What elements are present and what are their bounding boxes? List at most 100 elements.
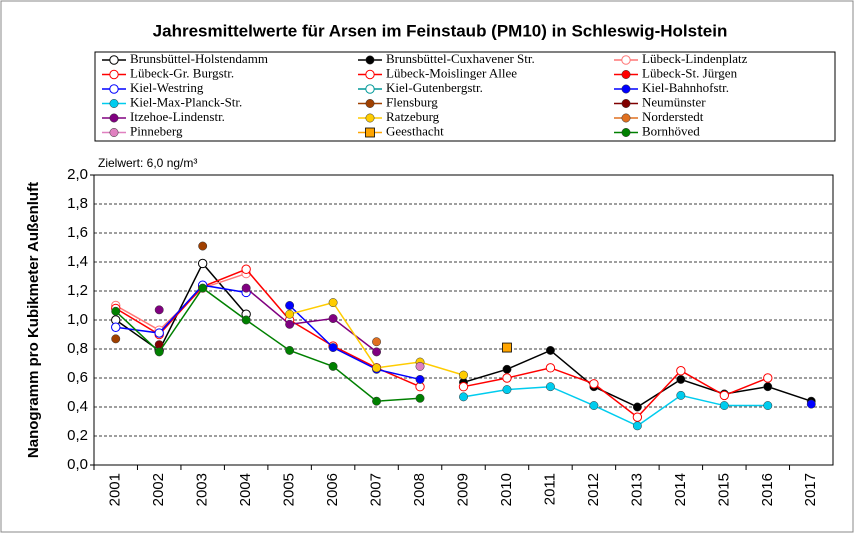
legend-label: Lübeck-Moislinger Allee xyxy=(386,65,517,80)
x-tick-label: 2010 xyxy=(498,473,515,506)
x-tick-label: 2001 xyxy=(107,473,124,506)
legend-label: Itzehoe-Lindenstr. xyxy=(130,109,225,124)
marker xyxy=(109,69,119,80)
marker xyxy=(502,364,512,374)
marker xyxy=(365,84,375,94)
x-tick-label: 2017 xyxy=(802,473,819,506)
marker xyxy=(285,319,295,329)
marker xyxy=(328,314,338,323)
marker xyxy=(589,379,599,389)
marker xyxy=(109,84,119,94)
x-tick-label: 2012 xyxy=(585,473,602,506)
marker xyxy=(415,375,425,384)
marker xyxy=(111,322,121,332)
marker xyxy=(719,401,729,410)
x-tick-label: 2007 xyxy=(368,473,385,506)
marker xyxy=(719,390,730,401)
x-tick-label: 2015 xyxy=(715,473,732,506)
marker xyxy=(241,315,251,325)
x-tick-label: 2004 xyxy=(237,473,254,506)
marker xyxy=(285,301,295,310)
marker xyxy=(589,401,599,410)
marker xyxy=(365,113,375,123)
series-line xyxy=(115,287,421,402)
marker xyxy=(198,241,208,251)
legend-label: Lübeck-Gr. Burgstr. xyxy=(130,65,234,80)
marker xyxy=(676,375,686,384)
legend-label: Brunsbüttel-Holstendamm xyxy=(130,51,268,66)
marker xyxy=(241,283,251,293)
marker xyxy=(111,306,121,316)
marker xyxy=(197,258,208,269)
series-line xyxy=(115,284,247,334)
y-tick-label: 1,2 xyxy=(67,282,88,299)
marker xyxy=(154,305,164,315)
marker xyxy=(632,421,642,431)
x-tick-label: 2005 xyxy=(281,473,298,506)
y-axis-label: Nanogramm pro Kubikmeter Außenluft xyxy=(25,182,42,458)
y-tick-label: 0,2 xyxy=(67,427,88,444)
marker xyxy=(415,361,425,371)
marker xyxy=(676,366,686,376)
marker xyxy=(285,309,295,319)
legend-label: Geesthacht xyxy=(386,123,444,138)
series-line xyxy=(463,385,768,427)
marker xyxy=(328,298,338,308)
y-tick-label: 0,0 xyxy=(67,456,88,473)
marker xyxy=(459,392,468,402)
legend-label: Kiel-Gutenbergstr. xyxy=(386,80,483,95)
marker xyxy=(621,55,631,65)
y-tick-label: 1,0 xyxy=(67,311,88,328)
marker xyxy=(763,401,773,410)
legend-label: Kiel-Max-Planck-Str. xyxy=(130,94,242,109)
marker xyxy=(154,328,164,338)
marker xyxy=(676,390,686,400)
marker xyxy=(763,382,773,392)
marker xyxy=(502,373,512,383)
x-tick-label: 2013 xyxy=(628,473,645,506)
marker xyxy=(632,402,642,412)
marker xyxy=(763,373,773,383)
marker xyxy=(806,399,816,409)
annotation: Zielwert: 6,0 ng/m³ xyxy=(98,156,197,170)
marker xyxy=(109,99,119,108)
marker xyxy=(415,393,425,403)
marker xyxy=(111,334,121,344)
x-tick-label: 2003 xyxy=(194,473,211,506)
legend-label: Brunsbüttel-Cuxhavener Str. xyxy=(386,51,535,66)
marker xyxy=(621,113,631,123)
marker xyxy=(372,347,382,357)
y-tick-label: 0,6 xyxy=(67,369,88,386)
marker xyxy=(365,55,375,65)
marker xyxy=(502,385,512,395)
marker xyxy=(109,128,119,137)
marker xyxy=(154,347,164,357)
marker xyxy=(109,55,119,65)
x-tick-label: 2016 xyxy=(759,473,776,506)
x-tick-label: 2008 xyxy=(411,473,428,506)
legend-label: Flensburg xyxy=(386,94,438,109)
marker xyxy=(545,382,555,392)
y-tick-label: 1,8 xyxy=(67,195,88,212)
marker xyxy=(621,70,631,79)
y-tick-label: 1,6 xyxy=(67,224,88,241)
y-tick-label: 2,0 xyxy=(67,166,88,183)
series-line xyxy=(115,268,421,388)
series-line xyxy=(463,367,769,419)
marker xyxy=(241,264,251,274)
y-tick-label: 0,4 xyxy=(67,398,88,415)
series-line xyxy=(289,304,421,381)
marker xyxy=(621,84,631,94)
x-tick-label: 2002 xyxy=(150,473,167,506)
legend-label: Kiel-Westring xyxy=(130,80,204,95)
marker xyxy=(365,127,375,138)
marker xyxy=(458,382,469,392)
legend-label: Pinneberg xyxy=(130,123,183,138)
legend-box xyxy=(94,51,836,142)
marker xyxy=(372,396,382,406)
marker xyxy=(632,412,643,422)
x-tick-label: 2006 xyxy=(324,473,341,506)
marker xyxy=(372,337,382,347)
legend-label: Ratzeburg xyxy=(386,109,440,124)
